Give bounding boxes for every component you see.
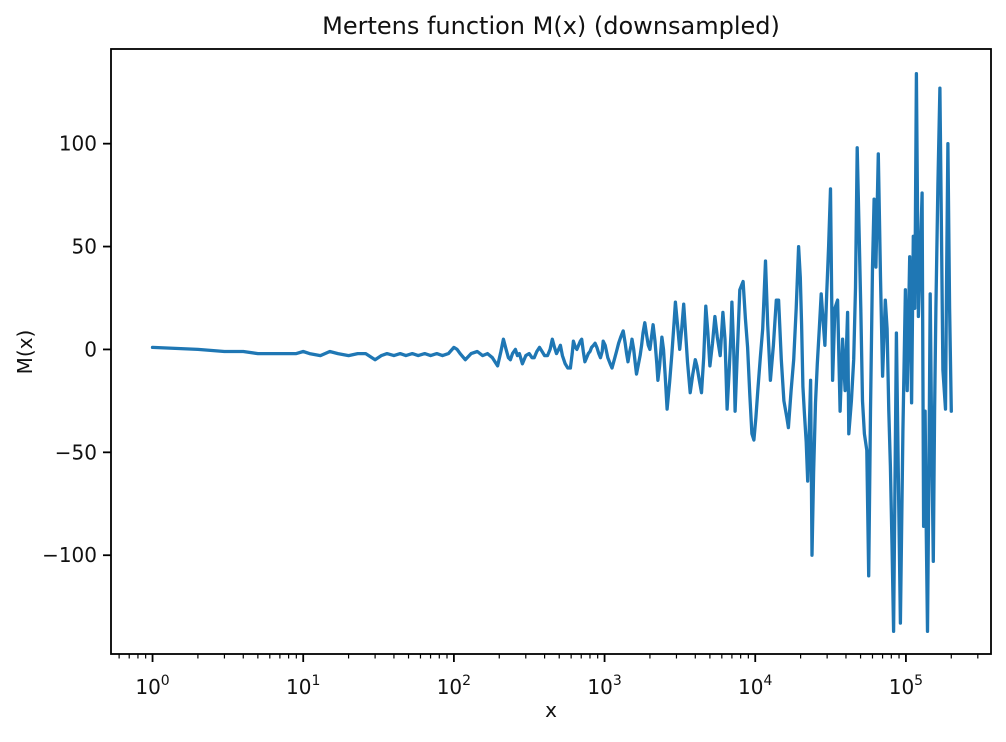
- x-axis-label: x: [545, 698, 557, 722]
- y-tick-label: 100: [59, 132, 97, 156]
- y-tick-label: 0: [84, 337, 97, 361]
- axes-layer: 100 101 102 103 104 105 100 50 0 −50 −100: [42, 48, 992, 699]
- y-tick-label: −50: [55, 440, 97, 464]
- x-tick-label: 103: [587, 673, 621, 699]
- x-tick-label: 104: [738, 673, 772, 699]
- mertens-line: [150, 72, 953, 634]
- x-tick-label: 100: [135, 673, 169, 699]
- x-tick-label: 101: [286, 673, 320, 699]
- y-tick-label: 50: [72, 235, 97, 259]
- y-tick-label: −100: [42, 543, 97, 567]
- x-tick-label: 102: [437, 673, 471, 699]
- y-axis-label: M(x): [13, 329, 37, 375]
- x-tick-label: 105: [889, 673, 923, 699]
- data-layer: [150, 72, 953, 634]
- axes-spines: [110, 48, 992, 655]
- chart-title: Mertens function M(x) (downsampled): [322, 12, 780, 40]
